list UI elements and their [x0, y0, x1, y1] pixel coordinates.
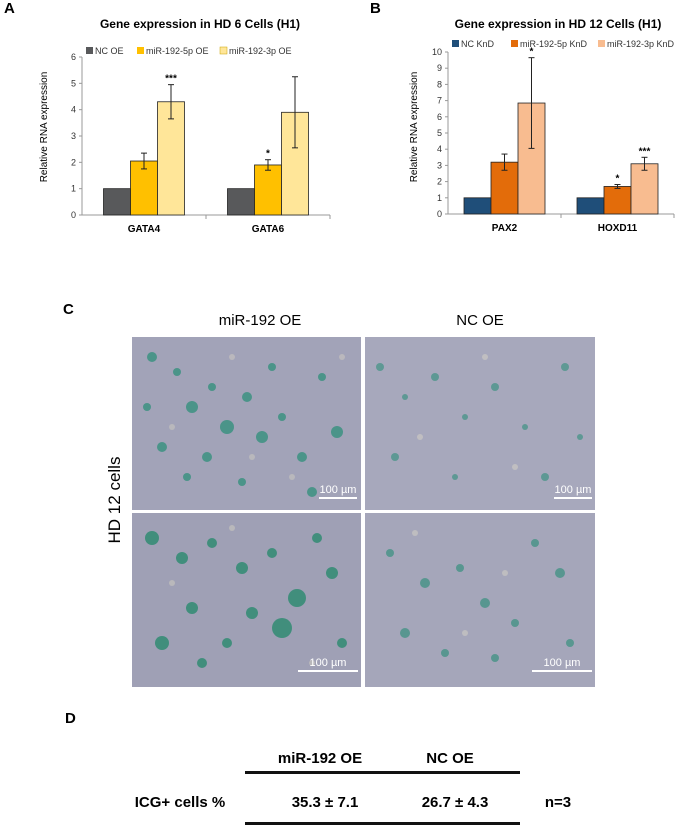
table-header-mir192: miR-192 OE — [277, 750, 363, 767]
category-label: PAX2 — [492, 223, 518, 234]
legend-swatch — [219, 46, 228, 55]
micrograph-mir192-top — [132, 337, 361, 510]
y-tick-label: 0 — [71, 210, 76, 220]
legend-label: miR-192-5p KnD — [520, 39, 588, 49]
column-label-right: NC OE — [456, 312, 504, 329]
scale-bar-label: 100 µm — [319, 484, 357, 496]
y-tick-label: 3 — [71, 131, 76, 141]
micrograph-nc-bottom — [365, 513, 595, 687]
legend-swatch — [452, 40, 459, 47]
bar — [227, 188, 255, 216]
legend-label: miR-192-3p KnD — [607, 39, 675, 49]
chart-legend: NC OE miR-192-5p OE miR-192-3p OE — [86, 46, 292, 56]
bar — [576, 197, 605, 215]
y-tick-label: 0 — [437, 209, 442, 219]
bar — [157, 101, 185, 216]
legend-swatch — [137, 47, 144, 54]
y-tick-label: 5 — [437, 128, 442, 138]
category-labels: PAX2 HOXD11 — [492, 223, 638, 234]
table-value-nc: 26.7 ± 4.3 — [421, 794, 489, 811]
micrograph-nc-top — [365, 337, 595, 510]
y-tick-label: 1 — [437, 193, 442, 203]
bars: ***** — [463, 47, 659, 215]
scale-bar-label: 100 µm — [554, 484, 592, 496]
scale-bar-line — [319, 497, 357, 499]
y-tick-label: 3 — [437, 160, 442, 170]
bar — [463, 197, 492, 215]
significance-label: *** — [165, 74, 177, 85]
legend-label: miR-192-5p OE — [146, 46, 209, 56]
scale-bar-2: 100 µm — [554, 484, 592, 499]
scale-bar-line — [532, 670, 592, 672]
bar — [254, 164, 282, 216]
scale-bar-4: 100 µm — [532, 657, 592, 672]
scale-bar-3: 100 µm — [298, 657, 358, 672]
bars: **** — [103, 74, 309, 216]
table-header-nc: NC OE — [426, 750, 474, 767]
legend-label: NC OE — [95, 46, 124, 56]
scale-bar-1: 100 µm — [319, 484, 357, 499]
chart-title: Gene expression in HD 12 Cells (H1) — [455, 17, 662, 31]
y-tick-label: 2 — [437, 177, 442, 187]
bar — [490, 161, 519, 215]
scale-bar-label: 100 µm — [543, 657, 581, 669]
legend-swatch — [598, 40, 605, 47]
table-row-label: ICG+ cells % — [134, 794, 226, 811]
y-tick-label: 7 — [437, 96, 442, 106]
bar-chart-hd6: Gene expression in HD 6 Cells (H1) Relat… — [39, 17, 331, 235]
category-label: HOXD11 — [598, 223, 638, 234]
bar — [103, 188, 131, 216]
category-label: GATA6 — [252, 224, 285, 235]
significance-label: *** — [639, 146, 651, 157]
scale-bar-line — [298, 670, 358, 672]
scale-bar-line — [554, 497, 592, 499]
micrograph-mir192-bottom — [132, 513, 361, 687]
column-label-left: miR-192 OE — [218, 312, 302, 329]
significance-label: * — [266, 149, 270, 160]
table-bottom-rule — [245, 822, 520, 825]
legend-label: miR-192-3p OE — [229, 46, 292, 56]
panel-letter-a: A — [4, 0, 15, 17]
y-tick-label: 9 — [437, 63, 442, 73]
y-tick-label: 4 — [71, 105, 76, 115]
bar — [603, 186, 632, 215]
y-tick-label: 10 — [432, 47, 442, 57]
row-label: HD 12 cells — [105, 456, 124, 544]
legend-swatch — [86, 47, 93, 54]
legend-label: NC KnD — [461, 39, 495, 49]
y-tick-label: 6 — [71, 52, 76, 62]
chart-legend: NC KnD miR-192-5p KnD miR-192-3p KnD — [452, 39, 675, 49]
table-n: n=3 — [544, 794, 572, 811]
category-labels: GATA4 GATA6 — [128, 224, 285, 235]
y-tick-label: 5 — [71, 78, 76, 88]
chart-title: Gene expression in HD 6 Cells (H1) — [100, 17, 300, 31]
significance-label: * — [530, 47, 534, 58]
y-axis-label: Relative RNA expression — [39, 72, 50, 183]
panel-letter-c: C — [63, 301, 74, 318]
scale-bar-label: 100 µm — [309, 657, 347, 669]
panel-letter-b: B — [370, 0, 381, 17]
y-tick-label: 2 — [71, 157, 76, 167]
cell-texture — [365, 337, 595, 510]
table-value-mir192: 35.3 ± 7.1 — [291, 794, 359, 811]
legend-swatch — [511, 40, 518, 47]
cell-texture — [132, 513, 361, 687]
panel-letter-d: D — [65, 710, 76, 727]
table-top-rule — [245, 771, 520, 774]
y-tick-label: 4 — [437, 144, 442, 154]
bar-chart-hd12: Gene expression in HD 12 Cells (H1) Rela… — [409, 17, 675, 234]
category-label: GATA4 — [128, 224, 161, 235]
y-tick-label: 1 — [71, 184, 76, 194]
y-tick-label: 8 — [437, 79, 442, 89]
significance-label: * — [616, 174, 620, 185]
cell-texture — [365, 513, 595, 687]
bar — [630, 163, 659, 215]
cell-texture — [132, 337, 361, 510]
y-tick-label: 6 — [437, 112, 442, 122]
y-axis-label: Relative RNA expression — [409, 72, 420, 183]
